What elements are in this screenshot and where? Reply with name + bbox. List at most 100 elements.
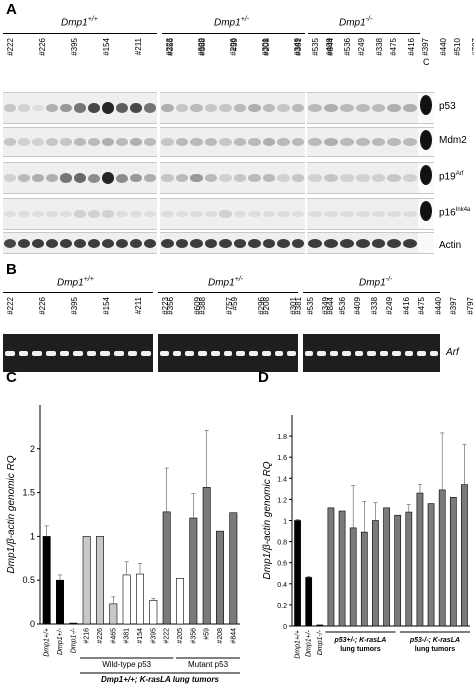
blot-band (262, 210, 275, 218)
blot-band (291, 104, 304, 112)
x-tick-label: #222 (164, 628, 171, 644)
blot-band (262, 174, 275, 182)
gel-band (236, 351, 246, 356)
y-tick-label: 1 (30, 531, 35, 541)
blot-label-p53: p53 (439, 101, 456, 112)
y-axis-title: Dmp1/β-actin genomic RQ (262, 461, 273, 579)
blot-band (355, 174, 370, 182)
blot-segment (307, 162, 434, 194)
blot-band (323, 103, 338, 113)
blot-segment (3, 92, 157, 124)
y-tick-label: 0.4 (277, 582, 287, 589)
blot-band (32, 238, 44, 248)
blot-band (144, 238, 156, 248)
blot-band (88, 238, 100, 248)
blot-segment (307, 127, 434, 157)
blot-band (248, 174, 261, 182)
blot-control-lane (418, 127, 434, 157)
bar (216, 530, 224, 625)
lane-label: #416 (402, 297, 411, 315)
gel-band (223, 351, 233, 356)
y-tick-label: 0.8 (277, 540, 287, 547)
blot-band (403, 210, 418, 218)
blot-band (60, 103, 72, 113)
blot-band (32, 138, 44, 146)
blot-band (339, 210, 354, 218)
blot-band (371, 138, 386, 146)
blot-segment (3, 232, 157, 254)
blot-band (130, 137, 142, 147)
blot-segment (3, 198, 157, 230)
blot-band (46, 238, 58, 248)
panel-b-group1-title: Dmp1+/+ (57, 276, 94, 289)
panel-b-group2-title: Dmp1+/- (208, 276, 244, 289)
blot-band (371, 210, 386, 218)
blot-band (339, 238, 354, 248)
blot-band (277, 210, 290, 218)
blot-band (403, 238, 418, 248)
blot-band (387, 138, 402, 146)
blot-band (175, 238, 188, 248)
blot-band (204, 238, 217, 248)
blot-band (18, 138, 30, 146)
gel-segment (3, 334, 153, 372)
blot-band (219, 104, 232, 112)
panel-a-group1-title: Dmp1+/+ (61, 16, 98, 29)
blot-band (46, 103, 58, 113)
blot-band (248, 103, 261, 113)
panel-c-letter: C (6, 370, 17, 386)
y-tick-label: 1.6 (277, 455, 287, 462)
blot-band (355, 138, 370, 146)
blot-band (248, 138, 261, 146)
blot-band (4, 138, 16, 146)
blot-band (144, 210, 156, 218)
lane-label: #797 (466, 297, 474, 315)
bar (42, 536, 51, 625)
group-label-p53-null-sub: lung tumors (415, 646, 456, 653)
blot-segment (3, 127, 157, 157)
lane-label: #338 (370, 297, 379, 315)
blot-band (277, 138, 290, 146)
group-label-p53-null: p53-/-; K-rasLA (409, 637, 460, 644)
y-tick-label: 1.2 (277, 497, 287, 504)
blot-band (233, 138, 246, 146)
panel-d-letter: D (258, 370, 269, 386)
lane-label: #154 (102, 38, 111, 56)
bar (349, 527, 357, 627)
blot-band (233, 238, 246, 248)
blot-band (32, 210, 44, 218)
blot-band (233, 174, 246, 182)
blot-segment (307, 232, 434, 254)
gel-band (287, 351, 296, 356)
blot-band (355, 210, 370, 218)
bar (56, 579, 64, 625)
gel-band (274, 351, 284, 356)
blot-band (371, 104, 386, 112)
blot-band (387, 103, 402, 113)
blot-band (308, 238, 322, 248)
blot-band (102, 238, 114, 248)
blot-band (88, 138, 100, 146)
blot-band (190, 173, 203, 183)
gel-band (342, 351, 351, 356)
blot-band (18, 174, 30, 182)
y-tick-label: 1.8 (277, 434, 287, 441)
panel-a-group3-title: Dmp1-/- (339, 16, 373, 29)
x-tick-label: #208 (217, 628, 224, 644)
blot-band (355, 104, 370, 112)
blot-band (175, 104, 188, 112)
blot-band (74, 210, 86, 218)
blot-segment (160, 162, 305, 194)
gel-band (73, 351, 83, 356)
x-tick-label: #205 (177, 628, 184, 644)
x-tick-label: Dmp1+/+ (295, 630, 302, 659)
bar (405, 511, 413, 627)
lane-label: #416 (407, 38, 416, 56)
gel-band (379, 351, 389, 356)
blot-band (116, 138, 128, 146)
blot-band (233, 210, 246, 218)
blot-band (88, 210, 100, 218)
blot-band (308, 138, 322, 146)
blot-band (339, 104, 354, 112)
panel-b-group1-lanes: #222 #226 #395 #154 #211 #356 #388 #59 #… (3, 297, 335, 329)
